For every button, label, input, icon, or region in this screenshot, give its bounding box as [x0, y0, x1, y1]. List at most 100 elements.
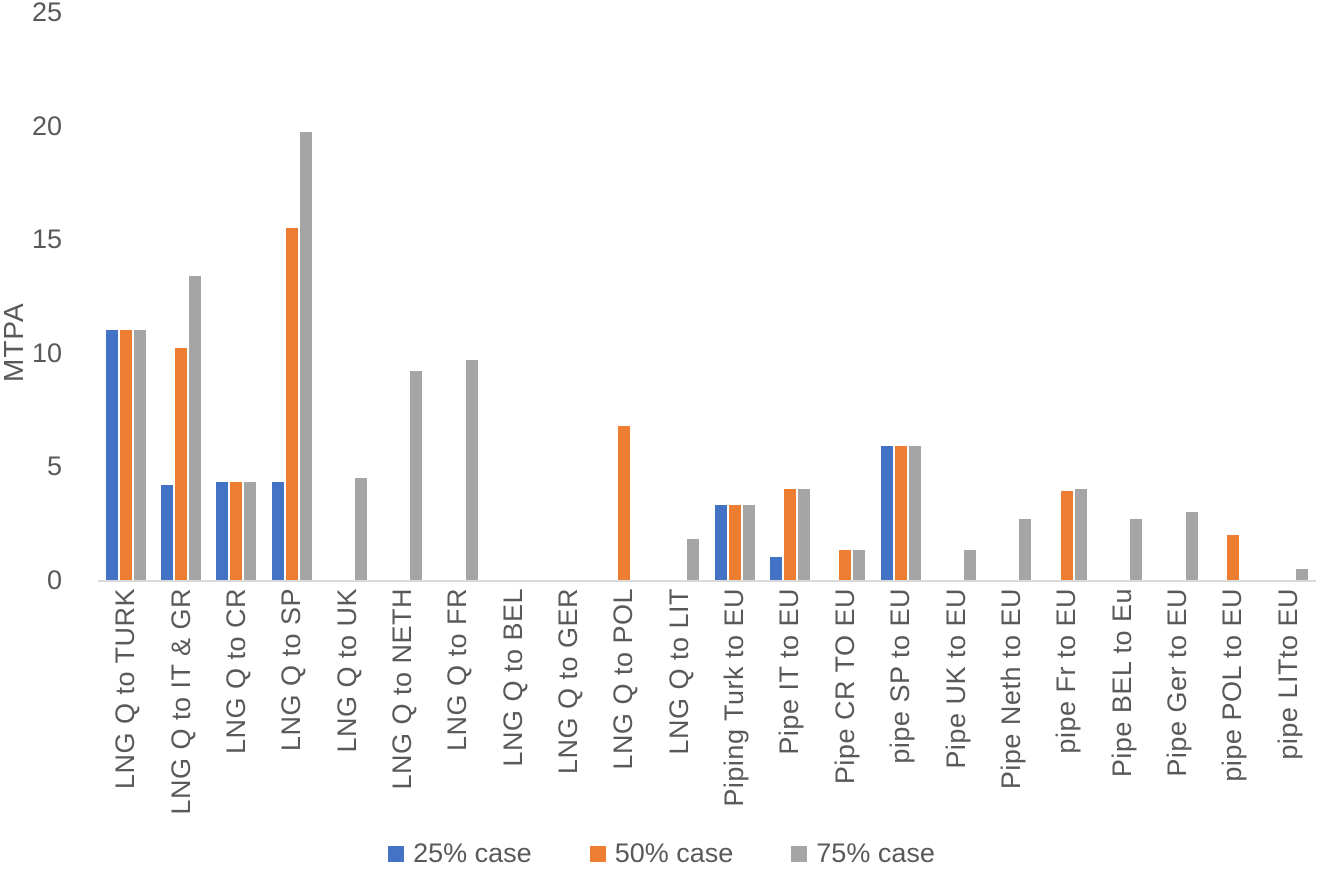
- bar-50-case: [728, 505, 741, 580]
- x-axis-category-label: LNG Q to IT & GR: [165, 588, 196, 815]
- x-label-slot: pipe Fr to EU: [1039, 588, 1094, 840]
- x-label-slot: Piping Turk to EU: [707, 588, 762, 840]
- x-axis-category-label: LNG Q to FR: [442, 588, 473, 752]
- bar-group: [707, 12, 762, 580]
- legend-swatch-icon: [791, 845, 808, 862]
- bar-group: [1094, 12, 1149, 580]
- bar-75-case: [133, 330, 146, 580]
- bar-75-case: [465, 359, 478, 580]
- bar-75-case: [908, 445, 921, 580]
- x-axis-category-label: LNG Q to LIT: [663, 588, 694, 755]
- legend-item: 75% case: [791, 838, 935, 869]
- bar-group: [984, 12, 1039, 580]
- bar-group: [652, 12, 707, 580]
- bar-25-case: [161, 484, 174, 580]
- x-axis-category-label: Pipe Ger to EU: [1162, 588, 1192, 777]
- bar-75-case: [1296, 568, 1309, 580]
- x-label-slot: pipe LITto EU: [1261, 588, 1316, 840]
- x-axis-category-label: Pipe BEL to Eu: [1106, 588, 1137, 778]
- bar-group: [319, 12, 374, 580]
- x-label-slot: LNG Q to NETH: [375, 588, 430, 840]
- legend-label: 75% case: [816, 838, 935, 868]
- x-axis-category-label: Pipe IT to EU: [774, 588, 805, 755]
- bar-75-case: [244, 482, 257, 580]
- x-axis-category-label: LNG Q to BEL: [497, 588, 528, 767]
- bar-75-case: [189, 275, 202, 580]
- y-tick-label: 20: [31, 110, 62, 141]
- x-label-slot: LNG Q to UK: [319, 588, 374, 840]
- x-axis-category-label: LNG Q to UK: [331, 588, 362, 753]
- x-axis-category-label: Piping Turk to EU: [719, 588, 750, 807]
- x-label-slot: LNG Q to LIT: [652, 588, 707, 840]
- bar-group: [1150, 12, 1205, 580]
- bar-75-case: [1019, 518, 1032, 580]
- x-label-slot: LNG Q to FR: [430, 588, 485, 840]
- bar-75-case: [355, 477, 368, 580]
- x-label-slot: pipe SP to EU: [873, 588, 928, 840]
- bar-group: [1039, 12, 1094, 580]
- bar-group: [209, 12, 264, 580]
- bar-75-case: [964, 550, 977, 580]
- x-label-slot: Pipe UK to EU: [928, 588, 983, 840]
- x-label-slot: LNG Q to IT & GR: [153, 588, 208, 840]
- bar-50-case: [839, 550, 852, 580]
- bar-75-case: [853, 550, 866, 580]
- bar-50-case: [783, 489, 796, 580]
- bar-25-case: [769, 557, 782, 580]
- x-label-slot: Pipe IT to EU: [762, 588, 817, 840]
- bar-group: [486, 12, 541, 580]
- legend-item: 25% case: [388, 838, 532, 869]
- bar-25-case: [216, 482, 229, 580]
- x-label-slot: LNG Q to CR: [209, 588, 264, 840]
- bar-75-case: [299, 132, 312, 580]
- legend-label: 25% case: [413, 838, 532, 868]
- x-axis-labels: LNG Q to TURK LNG Q to IT & GR LNG Q to CR…: [98, 588, 1316, 840]
- y-tick-label: 5: [46, 451, 62, 482]
- bar-75-case: [1130, 518, 1143, 580]
- bar-50-case: [894, 445, 907, 580]
- legend-swatch-icon: [388, 845, 405, 862]
- bar-75-case: [742, 505, 755, 580]
- bar-75-case: [687, 539, 700, 580]
- legend-label: 50% case: [614, 838, 734, 868]
- x-label-slot: LNG Q to TURK: [98, 588, 153, 840]
- x-axis-category-label: Pipe Neth to EU: [995, 588, 1026, 790]
- y-tick-label: 15: [31, 224, 62, 255]
- x-axis-category-label: pipe Fr to EU: [1051, 588, 1082, 754]
- x-axis-category-label: pipe LITto EU: [1272, 588, 1303, 760]
- x-label-slot: pipe POL to EU: [1205, 588, 1260, 840]
- y-tick-label: 25: [31, 0, 62, 27]
- legend: 25% case 50% case 75% case: [0, 838, 1323, 869]
- x-axis-category-label: LNG Q to NETH: [386, 588, 417, 790]
- bar-50-case: [230, 482, 243, 580]
- bar-group: [98, 12, 153, 580]
- x-axis-category-label: LNG Q to CR: [220, 588, 251, 755]
- bar-group: [375, 12, 430, 580]
- x-axis-category-label: LNG Q to GER: [553, 588, 584, 775]
- bar-group: [1205, 12, 1260, 580]
- x-axis-category-label: pipe SP to EU: [885, 588, 916, 764]
- legend-item: 50% case: [589, 838, 734, 869]
- plot-area: [98, 12, 1316, 582]
- bar-group: [818, 12, 873, 580]
- bar-50-case: [119, 330, 132, 580]
- bar-group: [1261, 12, 1316, 580]
- bar-group: [873, 12, 928, 580]
- bar-75-case: [410, 370, 423, 580]
- bar-25-case: [714, 505, 727, 580]
- bar-group: [264, 12, 319, 580]
- x-axis-category-label: LNG Q to SP: [276, 588, 307, 752]
- bar-75-case: [1074, 489, 1087, 580]
- bar-50-case: [1060, 491, 1073, 580]
- y-tick-label: 10: [31, 337, 62, 368]
- bar-group: [541, 12, 596, 580]
- bar-50-case: [617, 425, 630, 580]
- bar-75-case: [797, 489, 810, 580]
- x-axis-category-label: LNG Q to TURK: [110, 588, 141, 790]
- x-axis-category-label: LNG Q to POL: [608, 588, 639, 770]
- bar-group: [762, 12, 817, 580]
- x-label-slot: Pipe Neth to EU: [984, 588, 1039, 840]
- bar-75-case: [1185, 511, 1198, 580]
- x-label-slot: Pipe BEL to Eu: [1094, 588, 1149, 840]
- bar-25-case: [271, 482, 284, 580]
